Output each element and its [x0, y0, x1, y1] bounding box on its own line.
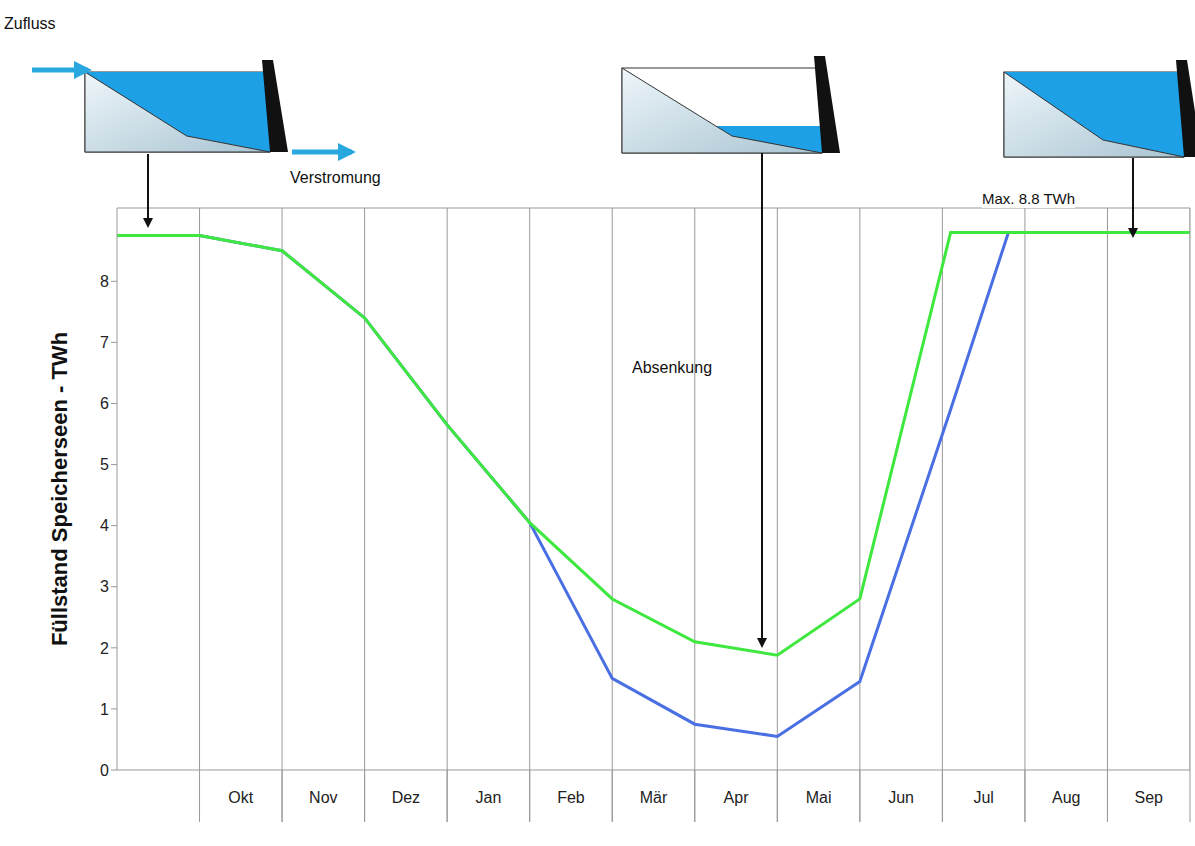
- svg-text:Sep: Sep: [1134, 789, 1163, 806]
- html-text:Zufluss: Zufluss: [4, 15, 56, 32]
- svg-text:3: 3: [100, 578, 109, 595]
- html-text:Verstromung: Verstromung: [290, 169, 381, 186]
- svg-text:Nov: Nov: [309, 789, 337, 806]
- svg-text:Dez: Dez: [392, 789, 420, 806]
- svg-text:2: 2: [100, 640, 109, 657]
- svg-text:Jan: Jan: [476, 789, 502, 806]
- html-text:Max. 8.8 TWh: Max. 8.8 TWh: [982, 190, 1076, 207]
- svg-text:Apr: Apr: [724, 789, 750, 806]
- svg-text:Okt: Okt: [228, 789, 253, 806]
- svg-text:8: 8: [100, 273, 109, 290]
- svg-text:7: 7: [100, 334, 109, 351]
- svg-text:Mär: Mär: [640, 789, 668, 806]
- svg-text:Mai: Mai: [806, 789, 832, 806]
- svg-text:6: 6: [100, 395, 109, 412]
- html-text:Füllstand Speicherseen - TWh: Füllstand Speicherseen - TWh: [47, 331, 72, 646]
- svg-text:5: 5: [100, 456, 109, 473]
- svg-text:0: 0: [100, 762, 109, 779]
- svg-text:Feb: Feb: [557, 789, 585, 806]
- svg-text:Jun: Jun: [888, 789, 914, 806]
- svg-text:4: 4: [100, 517, 109, 534]
- svg-text:Jul: Jul: [973, 789, 993, 806]
- svg-text:1: 1: [100, 701, 109, 718]
- svg-text:Aug: Aug: [1052, 789, 1080, 806]
- html-text:Absenkung: Absenkung: [632, 359, 713, 376]
